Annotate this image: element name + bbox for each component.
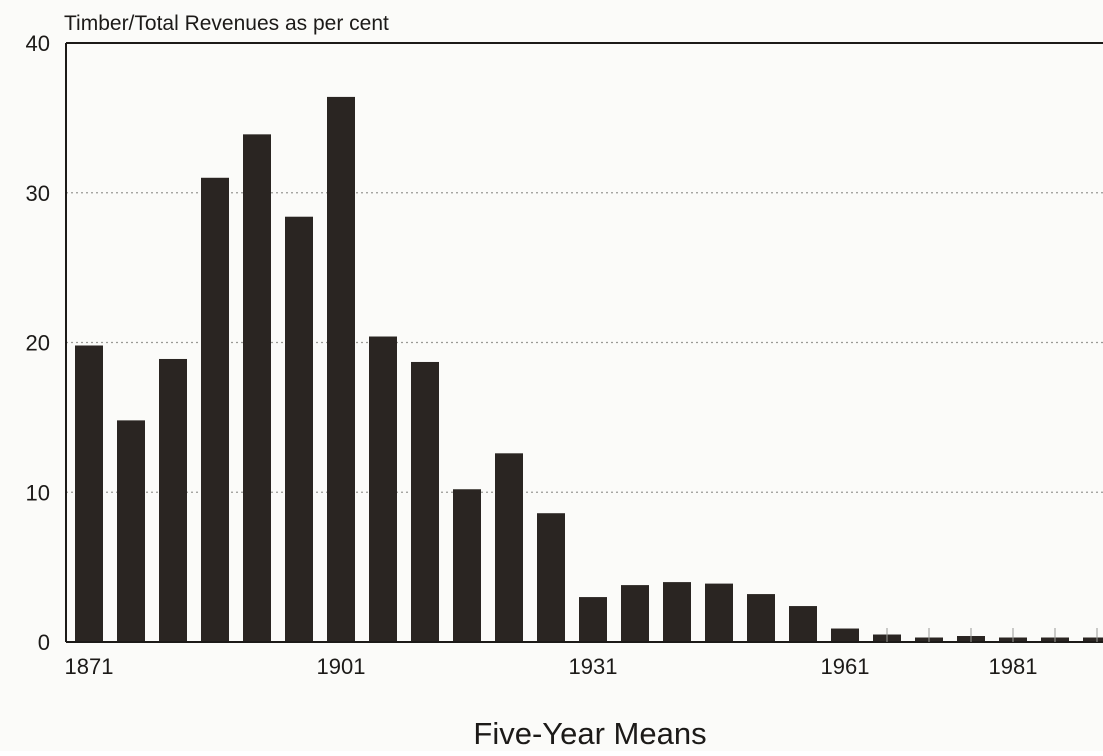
bar [117,420,145,642]
y-tick-label: 20 [26,331,50,356]
y-tick-label: 0 [38,630,50,655]
bar [159,358,187,642]
x-axis-label: Five-Year Means [473,716,706,751]
x-tick-label: 1981 [989,654,1038,679]
bar [789,606,817,642]
bar [495,453,523,642]
bar [285,216,313,642]
bar [243,134,271,642]
bar [831,628,859,642]
bar [75,345,103,642]
bar [411,361,439,642]
y-tick-label: 30 [26,181,50,206]
y-tick-label: 10 [26,480,50,505]
bar [1083,637,1103,642]
bar [453,489,481,642]
bar [621,585,649,642]
bar [579,597,607,642]
bars [75,96,1103,642]
x-tick-label: 1961 [821,654,870,679]
x-tick-label: 1931 [569,654,618,679]
x-tick-label: 1901 [317,654,366,679]
bar [369,336,397,642]
bar [663,582,691,642]
bar [537,513,565,642]
x-tick-label: 1871 [65,654,114,679]
y-axis-label: Timber/Total Revenues as per cent [64,12,389,35]
bar [747,594,775,642]
axes: 0 10 20 30 40 1871 1901 1931 1961 1981 [26,31,1103,679]
y-tick-label: 40 [26,31,50,56]
bar [705,583,733,642]
bar [201,177,229,642]
bar [327,96,355,642]
